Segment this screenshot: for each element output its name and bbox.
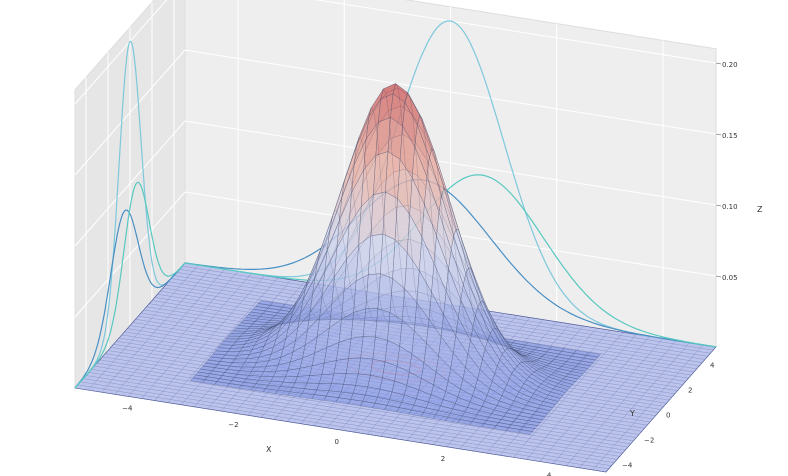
xz-projection-curve — [184, 174, 717, 348]
z-axis-label: Z — [757, 205, 763, 214]
floor-gridline — [592, 344, 703, 471]
gridline — [184, 120, 717, 206]
gridline — [74, 120, 186, 247]
gridline — [74, 191, 186, 318]
x-tick-label: −2 — [228, 421, 238, 429]
floor-gridline — [579, 342, 690, 468]
floor-gridline — [512, 332, 624, 458]
x-tick-label: −4 — [122, 404, 133, 412]
gridline — [74, 49, 186, 176]
floor-gridline — [566, 340, 677, 466]
x-axis-label: X — [266, 445, 272, 454]
y-tick-label: −4 — [622, 462, 633, 470]
y-tick-label: 2 — [688, 387, 692, 395]
xz-projection-curve — [184, 179, 717, 348]
surface-facet — [517, 429, 534, 435]
z-tick-mark — [715, 133, 722, 136]
gaussian-surface — [190, 83, 601, 435]
floor-gridline — [552, 338, 664, 464]
projection-curves — [74, 20, 717, 389]
z-tick-label: 0.05 — [722, 274, 738, 282]
floor-gridline — [605, 346, 717, 473]
floor-gridline — [526, 334, 637, 460]
y-axis-label: Y — [629, 409, 635, 418]
y-tick-label: 4 — [710, 362, 715, 370]
yz-projection-curve — [74, 209, 186, 389]
y-tick-label: −2 — [644, 437, 654, 445]
z-tick-mark — [715, 62, 722, 65]
z-tick-mark — [715, 275, 722, 278]
z-tick-label: 0.20 — [722, 61, 738, 69]
x-tick-label: 4 — [547, 472, 552, 476]
z-tick-label: 0.10 — [722, 203, 738, 211]
gridline — [184, 49, 717, 135]
floor-gridline — [539, 336, 650, 462]
z-tick-label: 0.15 — [722, 132, 738, 140]
yz-projection-curve — [74, 181, 186, 389]
x-tick-label: 0 — [335, 438, 339, 446]
tick-labels: −4 −2 0 2 4 −4 −2 0 2 4 0.05 0.10 0.15 0.20 — [122, 61, 737, 476]
y-tick-label: 0 — [666, 412, 670, 420]
z-tick-mark — [715, 204, 722, 207]
x-tick-label: 2 — [441, 455, 445, 463]
